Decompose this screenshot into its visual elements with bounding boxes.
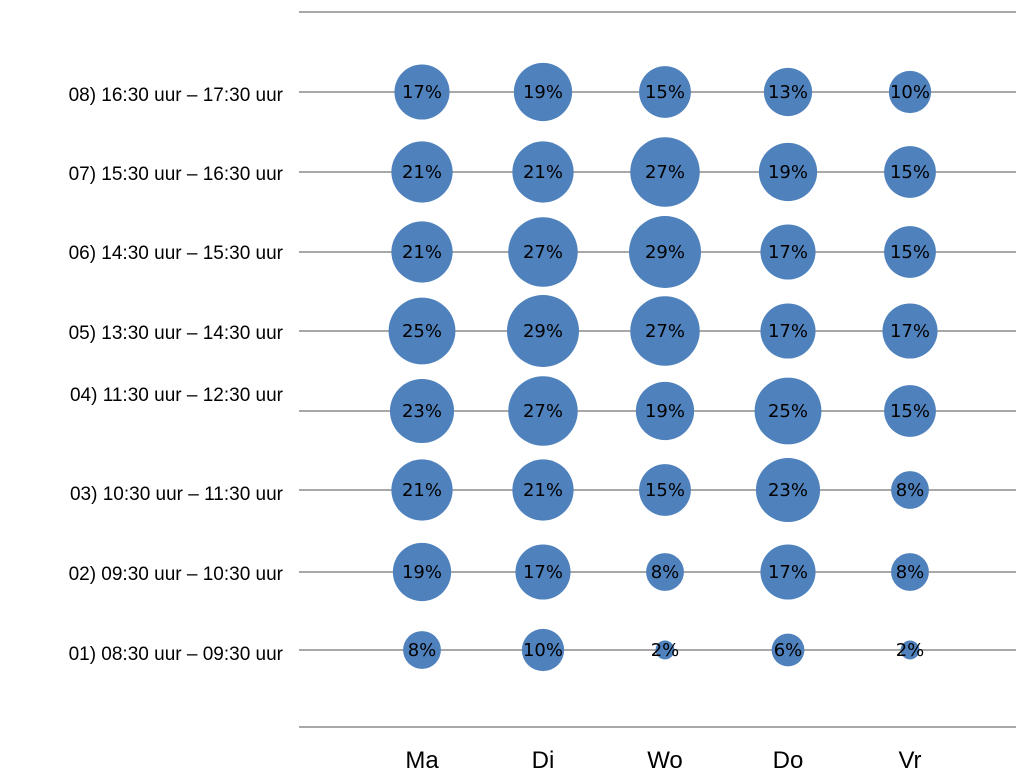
data-label: 27% (645, 162, 685, 183)
data-label: 17% (523, 562, 563, 583)
bubble (760, 224, 816, 280)
bubble (755, 457, 821, 523)
data-label: 8% (651, 562, 680, 583)
bubble (388, 297, 456, 365)
bubble (891, 553, 929, 591)
bubble (884, 226, 936, 278)
data-label: 19% (523, 82, 563, 103)
bubble (403, 631, 441, 669)
x-tick-label: Di (532, 747, 555, 773)
data-label: 15% (645, 82, 685, 103)
bubble (639, 66, 691, 118)
bubble (392, 542, 452, 602)
row-label: 08) 16:30 uur – 17:30 uur (69, 85, 284, 106)
bubble (655, 640, 675, 660)
data-label: 27% (523, 242, 563, 263)
bubble (512, 141, 574, 203)
bubble (639, 464, 691, 516)
data-label: 8% (896, 480, 925, 501)
bubble (508, 376, 578, 446)
bubble (391, 221, 453, 283)
x-tick-label: Do (773, 747, 804, 773)
row-label: 02) 09:30 uur – 10:30 uur (69, 564, 284, 585)
data-label: 15% (890, 162, 930, 183)
bubble (760, 544, 816, 600)
bubble (630, 137, 700, 207)
bubble (507, 295, 579, 367)
bubble (763, 67, 813, 117)
data-label: 23% (402, 401, 442, 422)
data-label: 13% (768, 82, 808, 103)
data-label: 17% (402, 82, 442, 103)
bubble (629, 216, 701, 288)
x-tick-label: Wo (647, 747, 683, 773)
data-label: 21% (402, 242, 442, 263)
data-label: 10% (890, 82, 930, 103)
bubble (512, 459, 574, 521)
bubble (884, 385, 936, 437)
bubble (635, 381, 695, 441)
row-label: 01) 08:30 uur – 09:30 uur (69, 644, 284, 665)
row-label: 03) 10:30 uur – 11:30 uur (70, 484, 284, 505)
bubble (760, 303, 816, 359)
data-label: 10% (523, 640, 563, 661)
data-label: 8% (896, 562, 925, 583)
bubble (521, 628, 565, 672)
data-label: 25% (768, 401, 808, 422)
bubble (394, 64, 450, 120)
data-label: 8% (408, 640, 437, 661)
data-label: 21% (523, 480, 563, 501)
data-label: 27% (523, 401, 563, 422)
bubble (754, 377, 822, 445)
data-label: 17% (768, 562, 808, 583)
bubble (891, 471, 929, 509)
bubble (630, 296, 700, 366)
bubble (515, 544, 571, 600)
data-label: 15% (645, 480, 685, 501)
x-tick-label: Vr (898, 747, 921, 773)
x-tick-label: Ma (405, 747, 439, 773)
data-label: 29% (523, 321, 563, 342)
bubble (771, 633, 805, 667)
data-label: 17% (890, 321, 930, 342)
row-label: 04) 11:30 uur – 12:30 uur (70, 385, 284, 406)
bubble (882, 303, 938, 359)
bubble (758, 142, 818, 202)
row-label: 07) 15:30 uur – 16:30 uur (69, 164, 284, 185)
bubble (900, 640, 920, 660)
data-label: 2% (651, 640, 680, 661)
bubble (888, 70, 932, 114)
data-label: 27% (645, 321, 685, 342)
row-label: 06) 14:30 uur – 15:30 uur (69, 243, 284, 264)
data-label: 21% (402, 162, 442, 183)
bubble (646, 553, 684, 591)
data-label: 23% (768, 480, 808, 501)
data-label: 21% (402, 480, 442, 501)
data-label: 6% (774, 640, 803, 661)
data-label: 15% (890, 242, 930, 263)
data-label: 19% (645, 401, 685, 422)
bubble (884, 146, 936, 198)
data-label: 19% (402, 562, 442, 583)
bubble (389, 378, 455, 444)
data-label: 2% (896, 640, 925, 661)
data-label: 29% (645, 242, 685, 263)
bubble (391, 141, 453, 203)
row-label: 05) 13:30 uur – 14:30 uur (69, 323, 284, 344)
data-label: 17% (768, 242, 808, 263)
bubble (508, 217, 578, 287)
data-label: 19% (768, 162, 808, 183)
data-label: 21% (523, 162, 563, 183)
bubble (513, 62, 573, 122)
data-label: 17% (768, 321, 808, 342)
bubble (391, 459, 453, 521)
data-label: 15% (890, 401, 930, 422)
data-label: 25% (402, 321, 442, 342)
